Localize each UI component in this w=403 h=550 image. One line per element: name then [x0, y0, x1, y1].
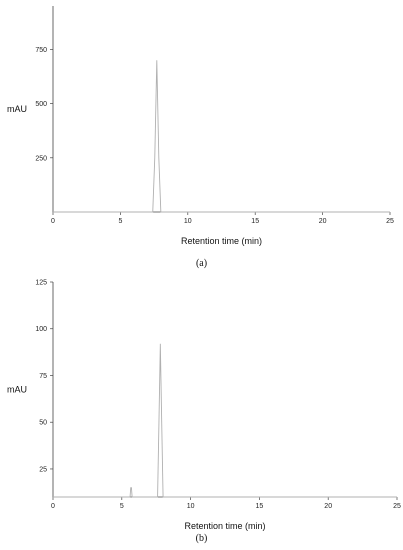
chart-panel-b: 0 5 10 15 20 25 25 50 75 100 125 Retention time (mi… [0, 275, 403, 550]
y-axis-title: mAU [7, 104, 27, 114]
x-tick-label: 25 [393, 503, 401, 510]
y-tick-label: 25 [39, 466, 47, 473]
y-axis-title: mAU [7, 385, 27, 395]
series-line-0 [53, 343, 397, 498]
x-tick-label: 15 [251, 218, 259, 225]
x-tick-label: 20 [324, 503, 332, 510]
series-line-0 [53, 60, 390, 213]
x-tick-label: 0 [51, 218, 55, 225]
y-tick-label: 500 [35, 101, 47, 108]
x-axis-title: Retention time (min) [181, 236, 262, 246]
caption-a: (a) [195, 258, 208, 269]
x-tick-label: 15 [256, 503, 264, 510]
y-tick-label: 250 [35, 155, 47, 162]
caption-b: (b) [195, 533, 208, 544]
chart-panel-a: 0 5 10 15 20 25 250 500 750 Retention time (min) m… [7, 6, 394, 269]
chromatogram-a: 0 5 10 15 20 25 250 500 750 Retention time (min) m… [7, 6, 394, 246]
y-tick-label: 125 [35, 280, 47, 287]
y-tick-label: 100 [35, 326, 47, 333]
x-tick-label: 10 [184, 218, 192, 225]
x-tick-label: 0 [51, 503, 55, 510]
y-tick-label: 750 [35, 47, 47, 54]
x-tick-label: 10 [187, 503, 195, 510]
chromatogram-b: 0 5 10 15 20 25 25 50 75 100 125 Retention time (mi… [7, 280, 401, 532]
y-tick-label: 50 [39, 420, 47, 427]
x-tick-label: 25 [386, 218, 394, 225]
x-tick-label: 20 [319, 218, 327, 225]
x-tick-label: 5 [118, 218, 122, 225]
x-axis-title: Retention time (min) [184, 521, 265, 531]
x-tick-label: 5 [120, 503, 124, 510]
y-tick-label: 75 [39, 373, 47, 380]
